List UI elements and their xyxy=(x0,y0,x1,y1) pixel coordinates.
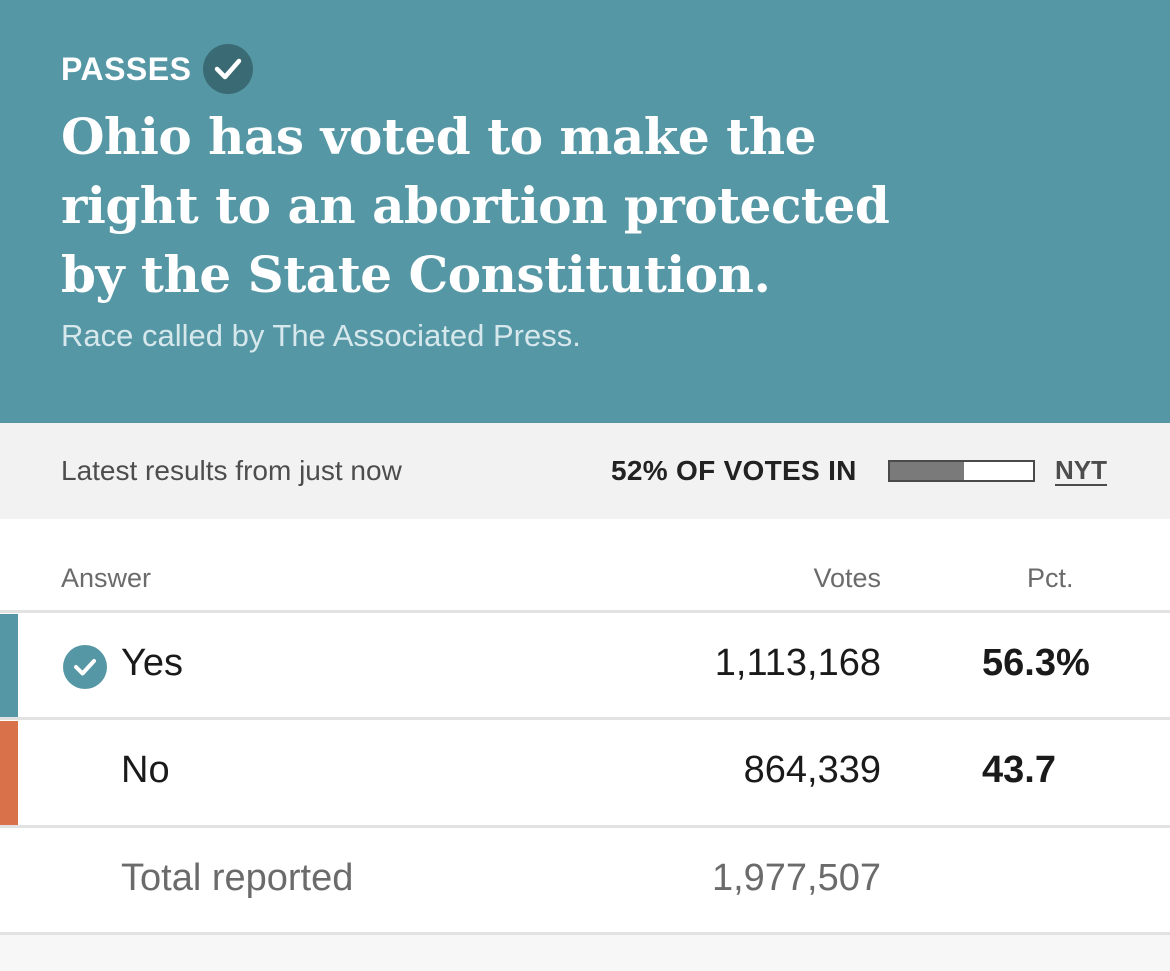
status-label: PASSES xyxy=(61,50,192,87)
votes-in-progress-bar xyxy=(888,460,1035,482)
total-label: Total reported xyxy=(121,857,354,899)
answer-label: No xyxy=(121,749,170,791)
vote-percent: 56.3% xyxy=(982,642,1090,684)
vote-count: 1,113,168 xyxy=(714,642,881,684)
progress-fill xyxy=(890,462,965,480)
answer-label: Yes xyxy=(121,642,183,684)
divider xyxy=(0,610,1170,613)
column-header-votes: Votes xyxy=(813,563,881,593)
table-row: No 864,339 43.7 xyxy=(0,721,1170,825)
votes-in-label: 52% OF VOTES IN xyxy=(611,455,857,486)
table-row: Yes 1,113,168 56.3% xyxy=(0,614,1170,718)
divider xyxy=(0,932,1170,935)
vote-count: 864,339 xyxy=(743,749,881,791)
latest-results-text: Latest results from just now xyxy=(61,455,402,486)
checkmark-icon xyxy=(203,44,254,94)
footer-area xyxy=(0,935,1170,971)
winner-checkmark-icon xyxy=(63,645,107,689)
column-header-answer: Answer xyxy=(61,563,152,593)
headline: Ohio has voted to make the right to an a… xyxy=(61,107,890,304)
vote-percent: 43.7 xyxy=(982,749,1056,791)
result-banner: PASSES Ohio has voted to make the right … xyxy=(0,0,1170,423)
race-called-note: Race called by The Associated Press. xyxy=(61,318,581,353)
nyt-estimate-link[interactable]: NYT xyxy=(1055,455,1107,485)
divider xyxy=(0,717,1170,720)
column-header-pct: Pct. xyxy=(1027,563,1074,593)
status-row: PASSES xyxy=(61,44,254,94)
divider xyxy=(0,825,1170,828)
total-row: Total reported 1,977,507 xyxy=(0,829,1170,933)
answer-color-bar xyxy=(0,614,18,718)
total-votes: 1,977,507 xyxy=(711,857,881,899)
answer-color-bar xyxy=(0,721,18,825)
